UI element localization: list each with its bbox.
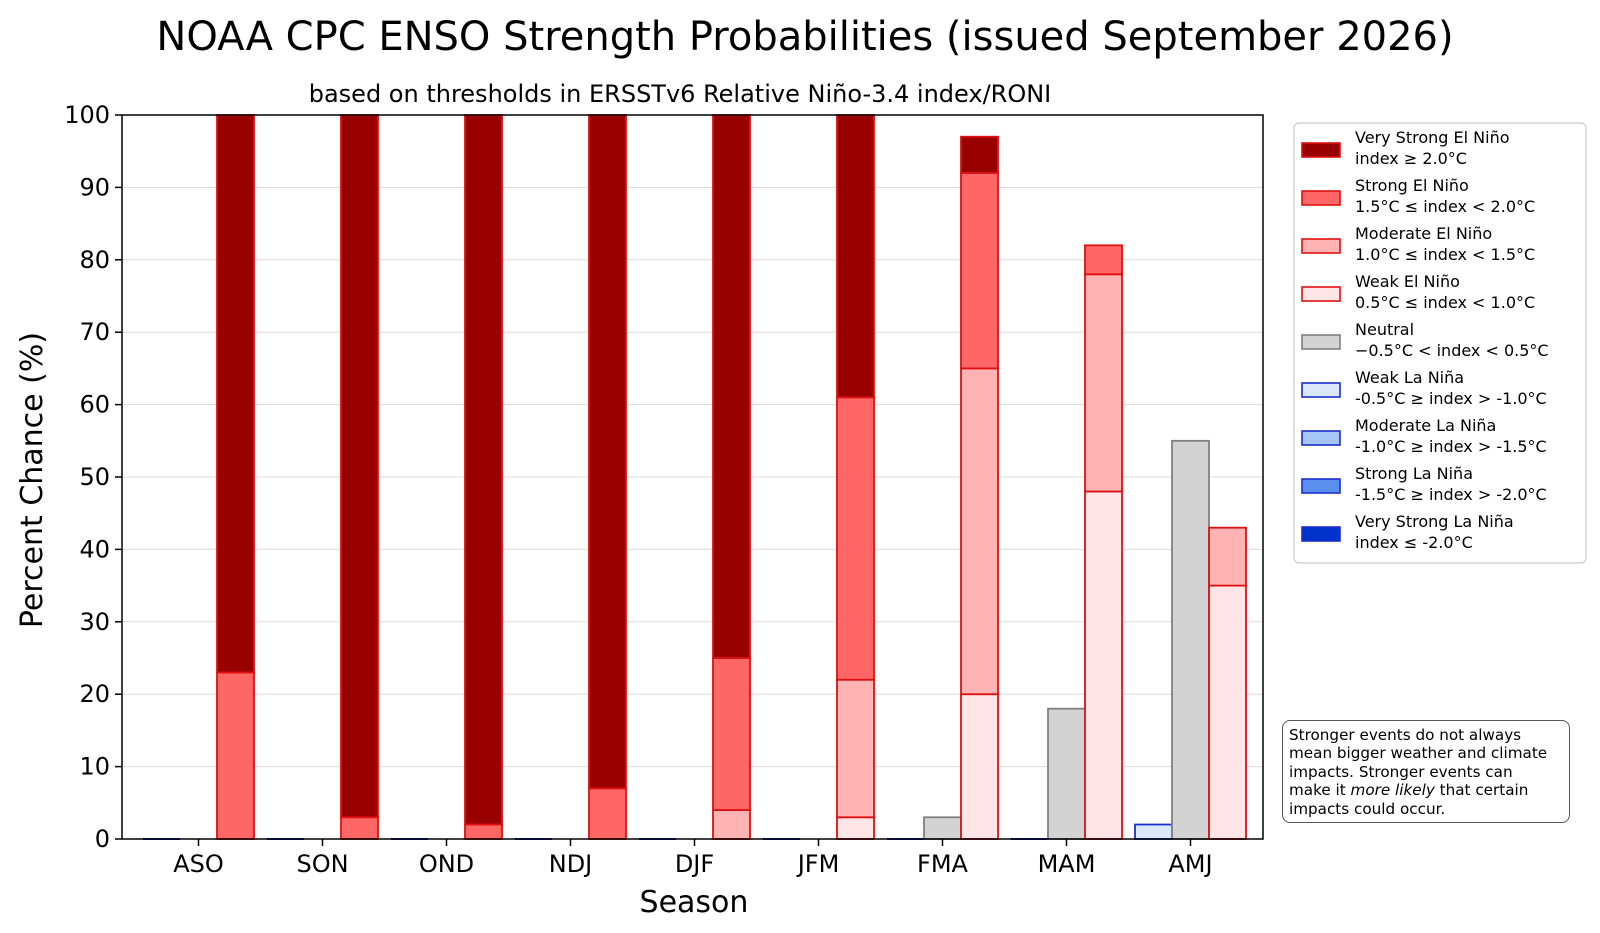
x-tick-label: OND xyxy=(419,850,474,878)
bar-segment-moderate_el_nino xyxy=(960,367,999,696)
legend-threshold: index ≥ 2.0°C xyxy=(1355,149,1467,168)
legend: Very Strong El Niño index ≥ 2.0°C Strong E… xyxy=(1293,122,1587,564)
note-text: make it xyxy=(1289,781,1351,800)
y-tick-label: 10 xyxy=(79,753,110,781)
legend-label: Very Strong El Niño xyxy=(1355,128,1510,147)
legend-label: Moderate El Niño xyxy=(1355,224,1492,243)
bar-segment-strong_el_nino xyxy=(960,172,999,370)
y-tick-label: 50 xyxy=(79,463,110,491)
chart-title: NOAA CPC ENSO Strength Probabilities (is… xyxy=(156,14,1453,60)
y-tick-label: 40 xyxy=(79,535,110,563)
annotation-note: Stronger events do not always mean bigge… xyxy=(1282,720,1570,823)
legend-swatch-neutral xyxy=(1301,334,1341,350)
legend-swatch-moderate_el_nino xyxy=(1301,238,1341,254)
legend-label: Neutral xyxy=(1355,320,1414,339)
legend-swatch-strong_la_nina xyxy=(1301,478,1341,494)
y-tick-label: 100 xyxy=(64,101,110,129)
legend-label: Moderate La Niña xyxy=(1355,416,1496,435)
bar-segment-very_strong_el_nino xyxy=(464,114,503,826)
bar-segment-strong_el_nino xyxy=(588,787,627,840)
y-tick-label: 70 xyxy=(79,318,110,346)
legend-label: Very Strong La Niña xyxy=(1355,512,1514,531)
x-tick-label: FMA xyxy=(917,850,969,878)
bar-segment-very_strong_el_nino xyxy=(588,114,627,790)
y-tick-label: 30 xyxy=(79,608,110,636)
bar-segment-moderate_el_nino xyxy=(712,809,751,840)
bar-segment-weak_el_nino xyxy=(960,693,999,840)
x-tick-label: JFM xyxy=(796,850,840,878)
bar-segment-strong_el_nino xyxy=(340,816,379,840)
x-axis-label: Season xyxy=(640,885,749,920)
bar-segment-moderate_el_nino xyxy=(1084,273,1123,493)
x-tick-label: SON xyxy=(296,850,348,878)
bar-segment-strong_el_nino xyxy=(836,396,875,681)
bar-segment-very_strong_el_nino xyxy=(712,114,751,659)
y-tick-label: 90 xyxy=(79,173,110,201)
x-tick-label: MAM xyxy=(1038,850,1096,878)
legend-threshold: 1.0°C ≤ index < 1.5°C xyxy=(1355,245,1535,264)
bar-segment-weak_el_nino xyxy=(1208,584,1247,840)
bar-segment-strong_el_nino xyxy=(1084,244,1123,276)
bar-segment-very_strong_el_nino xyxy=(960,135,999,174)
y-tick-label: 60 xyxy=(79,391,110,419)
bar-segment-strong_el_nino xyxy=(216,671,255,840)
legend-threshold: 1.5°C ≤ index < 2.0°C xyxy=(1355,197,1535,216)
legend-threshold: -1.0°C ≥ index > -1.5°C xyxy=(1355,437,1547,456)
legend-swatch-very_strong_el_nino xyxy=(1301,142,1341,158)
note-line: impacts. Stronger events can xyxy=(1289,762,1513,781)
legend-threshold: -0.5°C ≥ index > -1.0°C xyxy=(1355,389,1547,408)
legend-swatch-strong_el_nino xyxy=(1301,190,1341,206)
legend-frame xyxy=(1293,122,1587,564)
bar-segment-neutral xyxy=(1171,439,1210,840)
legend-swatch-moderate_la_nina xyxy=(1301,430,1341,446)
legend-threshold: index ≤ -2.0°C xyxy=(1355,533,1473,552)
legend-threshold: -1.5°C ≥ index > -2.0°C xyxy=(1355,485,1547,504)
chart-subtitle: based on thresholds in ERSSTv6 Relative … xyxy=(309,80,1052,108)
note-line: impacts could occur. xyxy=(1289,799,1446,818)
legend-threshold: 0.5°C ≤ index < 1.0°C xyxy=(1355,293,1535,312)
x-axis-ticks: ASO SON OND NDJ DJF JFM FMA MAM AMJ xyxy=(173,839,1213,878)
bar-segment-neutral xyxy=(923,816,962,840)
x-tick-label: NDJ xyxy=(549,850,593,878)
y-tick-label: 80 xyxy=(79,246,110,274)
note-line: Stronger events do not always xyxy=(1289,726,1522,744)
bars xyxy=(143,114,1247,840)
bar-segment-very_strong_el_nino xyxy=(340,114,379,819)
note-line: make it more likely that certain xyxy=(1289,781,1563,799)
legend-swatch-very_strong_la_nina xyxy=(1301,526,1341,542)
y-tick-label: 0 xyxy=(95,825,110,853)
x-tick-label: AMJ xyxy=(1168,850,1212,878)
bar-segment-weak_la_nina xyxy=(1134,823,1173,840)
bar-segment-strong_el_nino xyxy=(464,823,503,840)
legend-label: Weak El Niño xyxy=(1355,272,1460,291)
bar-segment-very_strong_el_nino xyxy=(216,114,255,674)
y-axis-ticks: 0 10 20 30 40 50 60 70 80 90 100 xyxy=(64,101,122,853)
bar-segment-moderate_el_nino xyxy=(1208,526,1247,587)
legend-swatch-weak_la_nina xyxy=(1301,382,1341,398)
bar-segment-strong_el_nino xyxy=(712,657,751,811)
bar-segment-moderate_el_nino xyxy=(836,678,875,819)
legend-threshold: −0.5°C < index < 0.5°C xyxy=(1355,341,1549,360)
x-tick-label: ASO xyxy=(173,850,224,878)
note-line: mean bigger weather and climate xyxy=(1289,744,1548,763)
bar-segment-neutral xyxy=(1047,707,1086,840)
y-tick-label: 20 xyxy=(79,680,110,708)
legend-label: Weak La Niña xyxy=(1355,368,1464,387)
note-emphasis: more likely xyxy=(1350,781,1435,800)
x-tick-label: DJF xyxy=(675,850,714,878)
legend-label: Strong La Niña xyxy=(1355,464,1473,483)
legend-label: Strong El Niño xyxy=(1355,176,1469,195)
bar-segment-weak_el_nino xyxy=(1084,490,1123,840)
bar-segment-very_strong_el_nino xyxy=(836,114,875,399)
bar-segment-weak_el_nino xyxy=(836,816,875,840)
note-text: that certain xyxy=(1434,781,1529,800)
y-axis-label: Percent Chance (%) xyxy=(15,332,50,628)
legend-swatch-weak_el_nino xyxy=(1301,286,1341,302)
